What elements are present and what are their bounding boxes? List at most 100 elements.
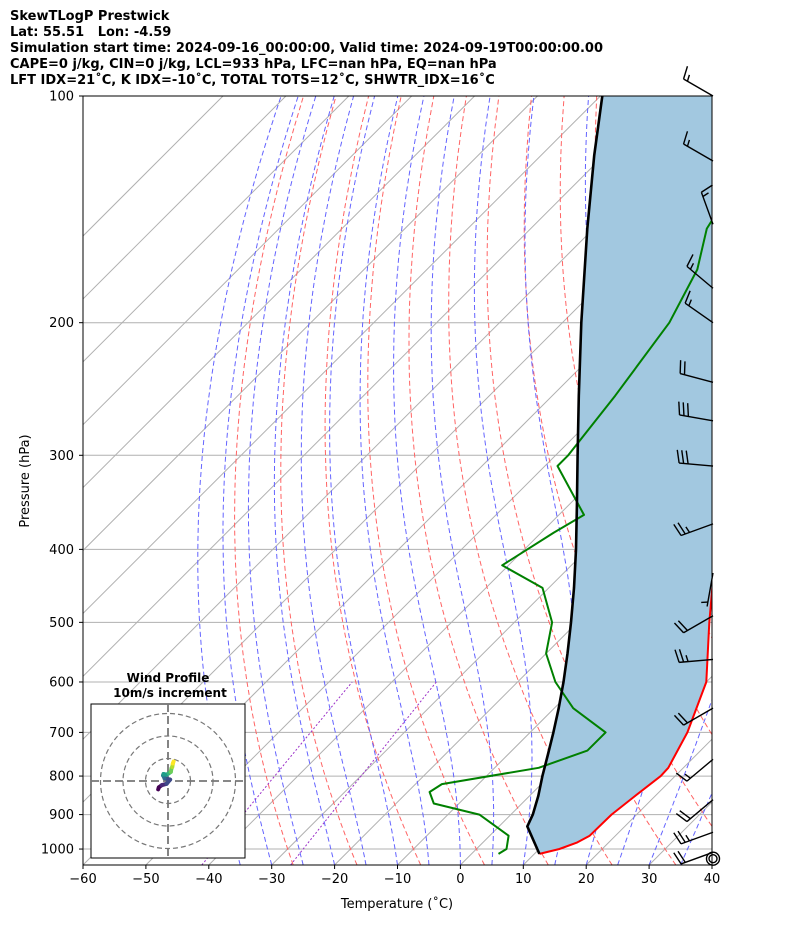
x-tick-label: −20 xyxy=(321,872,348,887)
wind-barb xyxy=(673,522,714,537)
moist-adiabat-line xyxy=(744,96,794,865)
barb-shaft xyxy=(679,658,714,664)
x-tick-label: 20 xyxy=(578,872,595,887)
barb-shaft xyxy=(683,615,714,634)
x-tick-label: −50 xyxy=(132,872,159,887)
y-tick-label: 700 xyxy=(49,726,74,741)
barb-shaft xyxy=(683,78,714,97)
dry-adiabat-line xyxy=(367,96,485,865)
parcel-line xyxy=(526,96,604,855)
wind-barb xyxy=(675,758,714,782)
barb-shaft xyxy=(679,372,714,383)
barb-feather xyxy=(700,184,713,193)
barb-feather xyxy=(677,620,688,631)
y-tick-label: 500 xyxy=(49,616,74,631)
moist-adiabat-line xyxy=(473,96,533,865)
moist-adiabat-line xyxy=(329,96,398,865)
barb-shaft xyxy=(700,192,714,225)
barb-feather xyxy=(674,649,680,663)
wind-barb xyxy=(686,254,714,289)
barb-feather xyxy=(673,832,682,845)
x-tick-label: 40 xyxy=(704,872,721,887)
dry-adiabat-line xyxy=(234,96,304,865)
y-tick-label: 600 xyxy=(49,675,74,690)
y-tick-label: 200 xyxy=(49,316,74,331)
barb-shaft xyxy=(680,831,714,845)
moist-adiabat-line xyxy=(197,96,282,865)
dry-adiabat-line xyxy=(280,96,358,865)
barb-feather xyxy=(681,450,685,464)
dry-adiabat-line xyxy=(727,96,794,865)
inset-title: Wind Profile xyxy=(127,671,210,685)
x-tick-label: 10 xyxy=(515,872,532,887)
barb-shaft xyxy=(683,707,714,726)
barb-half-feather xyxy=(686,74,691,82)
wind-barb xyxy=(673,830,714,845)
calm-circle xyxy=(708,854,718,864)
barb-shaft xyxy=(706,572,714,607)
barb-feather xyxy=(679,810,691,820)
moist-adiabat-line xyxy=(430,96,495,865)
wind-barb xyxy=(673,707,714,726)
barb-feather xyxy=(675,772,688,782)
barb-shaft xyxy=(686,799,714,823)
x-axis-label: Temperature (˚C) xyxy=(340,896,453,912)
dry-adiabat-line xyxy=(408,96,549,865)
barb-shaft xyxy=(684,302,714,324)
isotherm-line xyxy=(83,96,413,426)
dewpoint-line xyxy=(428,218,712,855)
wind-barb xyxy=(700,184,714,225)
dry-adiabat-line xyxy=(523,96,712,828)
wind-barb xyxy=(684,290,714,324)
barb-shaft xyxy=(679,414,714,422)
barb-feather xyxy=(685,450,689,464)
wind-barb xyxy=(675,799,714,823)
barb-shaft xyxy=(686,265,714,289)
barb-feather xyxy=(675,812,688,823)
barb-feather xyxy=(682,131,689,145)
barb-feather xyxy=(673,622,685,634)
mixing-ratio-line xyxy=(201,681,353,865)
barb-half-feather xyxy=(688,299,692,307)
title-line-1: SkewTLogP Prestwick xyxy=(10,9,170,24)
isotherm-line xyxy=(83,96,350,363)
wind-barb xyxy=(678,401,714,422)
x-tick-label: 30 xyxy=(641,872,658,887)
moist-adiabat-line xyxy=(617,96,699,865)
barb-feather xyxy=(677,850,686,863)
moist-adiabat-line xyxy=(680,791,712,865)
temperature-line xyxy=(539,585,712,855)
barb-feather xyxy=(678,401,681,415)
y-tick-label: 100 xyxy=(49,90,74,105)
wind-barb xyxy=(701,572,714,607)
isotherm-line xyxy=(711,864,712,865)
wind-barb xyxy=(673,615,714,634)
wind-barb xyxy=(679,360,714,383)
isotherm-line xyxy=(397,549,712,865)
wind-barb xyxy=(676,449,714,467)
x-tick-label: −10 xyxy=(384,872,411,887)
parcel-shade xyxy=(527,96,712,854)
wind-barb xyxy=(682,66,714,97)
y-tick-label: 400 xyxy=(49,543,74,558)
y-tick-label: 900 xyxy=(49,808,74,823)
moist-adiabat-line xyxy=(393,96,461,865)
barb-feather xyxy=(673,852,682,865)
inset-plot xyxy=(91,704,245,858)
barb-feather xyxy=(677,830,686,843)
isotherm-line xyxy=(83,96,664,678)
dry-adiabat-line xyxy=(324,96,422,865)
barb-feather xyxy=(673,523,682,536)
moist-adiabat-line xyxy=(648,698,712,865)
barb-feather xyxy=(678,649,685,663)
barb-feather xyxy=(676,449,680,464)
wind-barb xyxy=(705,851,721,866)
title-line-3: Simulation start time: 2024-09-16_00:00:… xyxy=(10,41,603,56)
isotherm-line xyxy=(83,96,287,300)
dry-adiabat-line xyxy=(448,96,613,865)
title-block: SkewTLogP Prestwick Lat: 55.51 Lon: -4.5… xyxy=(10,9,603,89)
barb-shaft xyxy=(679,462,714,467)
isotherm-line xyxy=(83,96,538,552)
calm-circle xyxy=(705,851,721,866)
moist-adiabat-line xyxy=(300,96,367,865)
